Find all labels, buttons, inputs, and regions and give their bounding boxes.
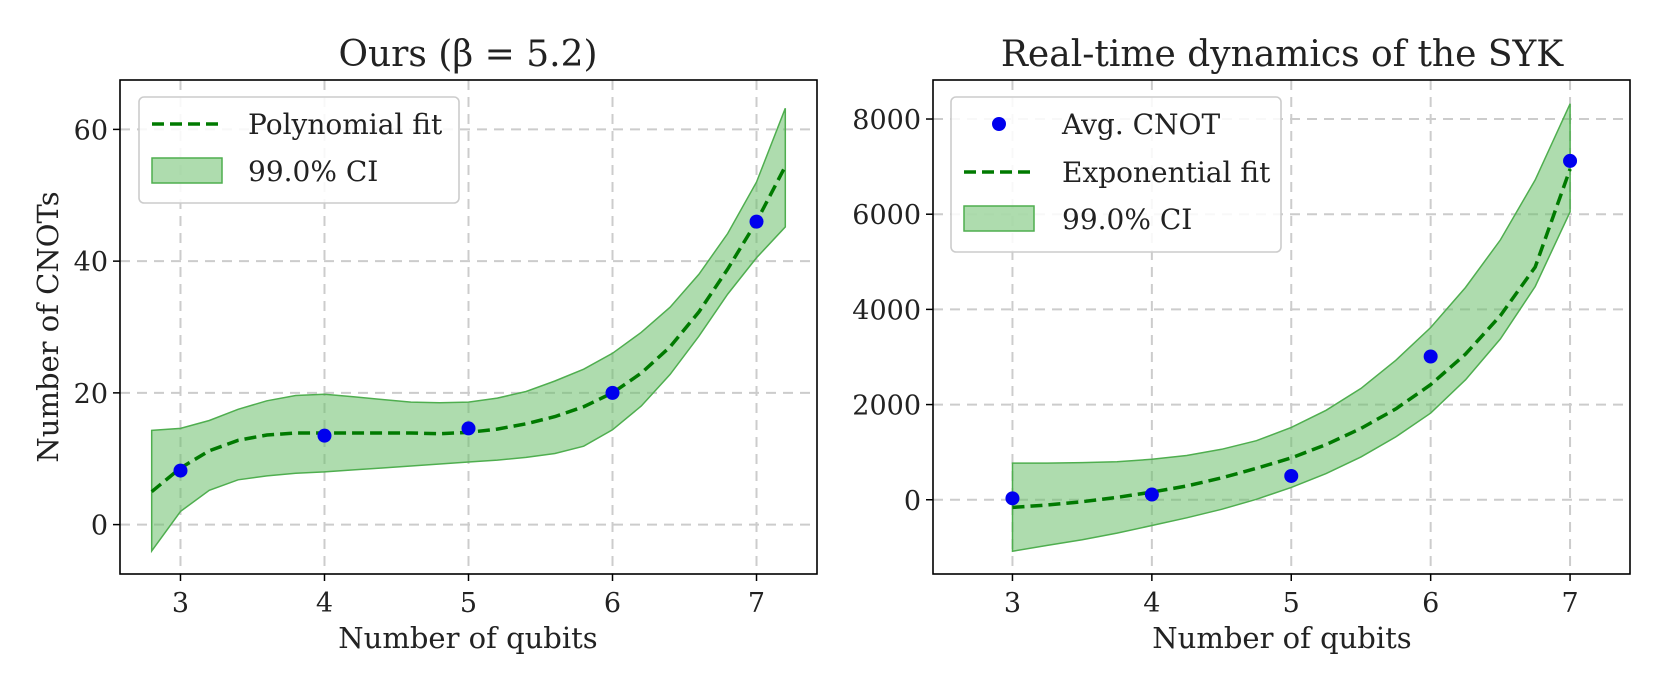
y-ticks-right: 0 2000 4000 6000 8000 — [852, 105, 933, 517]
data-point-left — [749, 214, 764, 229]
data-points-right — [1005, 153, 1578, 506]
y-tick-label-right: 4000 — [852, 295, 921, 326]
x-ticks-left: 3 4 5 6 7 — [172, 574, 765, 619]
y-axis-label-left: Number of CNOTs — [31, 191, 65, 462]
x-tick-label-left: 3 — [172, 588, 189, 619]
legend-band-label-right: 99.0% CI — [1062, 203, 1192, 236]
x-tick-label-right: 5 — [1283, 588, 1300, 619]
data-point-right — [1284, 468, 1299, 483]
legend-point-label-right: Avg. CNOT — [1061, 108, 1221, 141]
ci-band-area-right — [1011, 103, 1571, 553]
data-point-left — [317, 428, 332, 443]
legend-band-swatch-left — [151, 157, 223, 184]
grid-left — [120, 80, 817, 574]
y-ticks-left: 0 20 40 60 — [74, 115, 120, 542]
x-tick-label-right: 4 — [1143, 588, 1160, 619]
y-tick-label-left: 40 — [74, 247, 108, 278]
x-tick-label-left: 4 — [316, 588, 333, 619]
data-point-right — [1563, 153, 1578, 168]
x-ticks-right: 3 4 5 6 7 — [1004, 574, 1579, 619]
plot-frame-right — [932, 79, 1631, 575]
y-tick-label-right: 0 — [904, 486, 921, 517]
y-tick-label-left: 60 — [74, 115, 108, 146]
y-tick-label-right: 2000 — [852, 391, 921, 422]
legend-fit-label-right: Exponential fit — [1062, 156, 1271, 189]
y-tick-label-left: 0 — [91, 511, 108, 542]
x-axis-label-left: Number of qubits — [338, 621, 597, 655]
data-point-right — [1144, 487, 1159, 502]
legend-right: Avg. CNOT Exponential fit 99.0% CI — [950, 96, 1282, 253]
y-tick-label-right: 6000 — [852, 200, 921, 231]
legend-band-label-left: 99.0% CI — [248, 155, 378, 188]
legend-left: Polynomial fit 99.0% CI — [138, 96, 460, 204]
fit-curve-right — [1012, 168, 1572, 510]
chart-title-right: Real-time dynamics of the SYK — [1001, 34, 1564, 75]
x-tick-label-right: 7 — [1561, 588, 1578, 619]
chart-title-left: Ours (β = 5.2) — [338, 34, 597, 75]
data-point-right — [1005, 491, 1020, 506]
y-tick-label-right: 8000 — [852, 105, 921, 136]
ci-band-left — [150, 108, 787, 554]
x-tick-label-left: 7 — [748, 588, 765, 619]
data-point-left — [461, 421, 476, 436]
ci-band-right — [1011, 103, 1571, 553]
panel-left: Ours (β = 5.2) 3 4 5 6 7 0 20 40 60 Number of q… — [31, 34, 818, 655]
legend-band-swatch-right — [963, 205, 1035, 232]
data-points-left — [173, 214, 764, 478]
ci-band-area-left — [150, 108, 787, 554]
legend-fit-label-left: Polynomial fit — [248, 108, 443, 141]
x-tick-label-right: 3 — [1004, 588, 1021, 619]
data-point-left — [605, 385, 620, 400]
x-tick-label-right: 6 — [1422, 588, 1439, 619]
x-axis-label-right: Number of qubits — [1152, 621, 1411, 655]
legend-point-swatch-right — [992, 117, 1006, 131]
data-point-left — [173, 463, 188, 478]
x-tick-label-left: 6 — [604, 588, 621, 619]
data-point-right — [1423, 349, 1438, 364]
y-tick-label-left: 20 — [74, 379, 108, 410]
fit-line-right — [1012, 168, 1572, 510]
panel-right: Real-time dynamics of the SYK 3 4 5 6 7 0 200… — [852, 34, 1631, 655]
x-tick-label-left: 5 — [460, 588, 477, 619]
